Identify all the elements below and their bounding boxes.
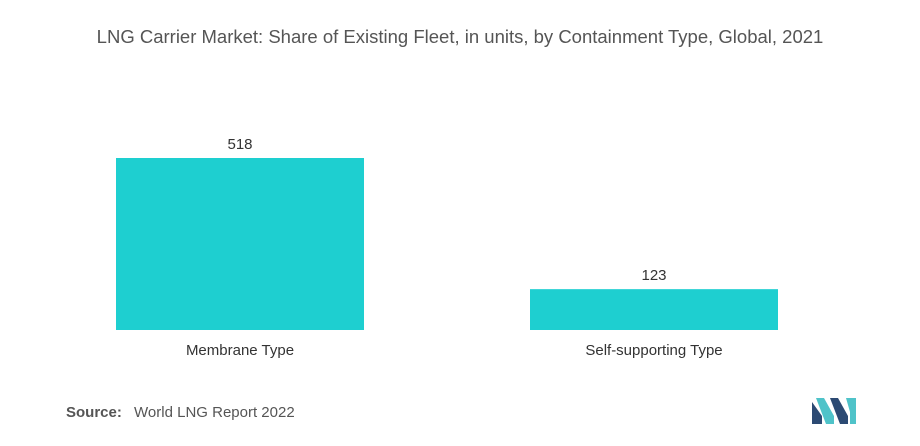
source-text: World LNG Report 2022 <box>134 404 295 421</box>
category-label: Self-supporting Type <box>585 342 722 359</box>
bar-membrane-type <box>116 158 364 330</box>
source-note: Source: World LNG Report 2022 <box>66 404 295 421</box>
bar-self-supporting-type <box>530 289 778 330</box>
chart-title: LNG Carrier Market: Share of Existing Fl… <box>96 26 824 47</box>
mordor-intelligence-logo-icon <box>812 398 856 424</box>
category-label: Membrane Type <box>186 342 294 359</box>
data-label: 123 <box>641 267 666 284</box>
source-label: Source: <box>66 404 122 421</box>
data-label: 518 <box>227 136 252 153</box>
